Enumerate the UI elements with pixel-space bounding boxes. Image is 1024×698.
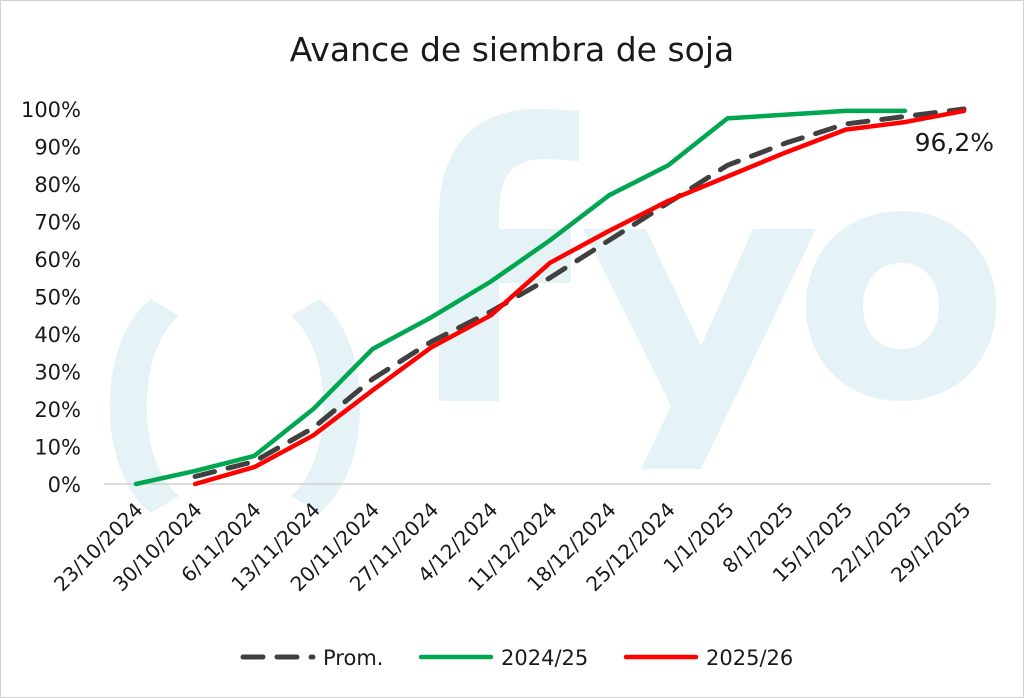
x-axis-tick-labels: 23/10/202430/10/20246/11/202413/11/20242… <box>49 498 975 596</box>
y-tick-label: 0% <box>48 473 81 497</box>
series-line-prom- <box>192 106 967 479</box>
y-tick-label: 10% <box>34 436 81 460</box>
last-value-annotation: 96,2% <box>915 128 994 157</box>
legend-label: 2024/25 <box>501 646 588 670</box>
y-tick-label: 50% <box>34 286 81 310</box>
y-tick-label: 100% <box>21 98 81 122</box>
y-tick-label: 70% <box>34 211 81 235</box>
fyo-watermark-logo <box>109 108 996 513</box>
legend-label: 2025/26 <box>706 646 793 670</box>
y-tick-label: 60% <box>34 248 81 272</box>
y-tick-label: 20% <box>34 398 81 422</box>
y-tick-label: 30% <box>34 361 81 385</box>
series-line-2024-25 <box>133 108 908 487</box>
y-tick-label: 90% <box>34 136 81 160</box>
series-line-2025-26 <box>192 108 967 487</box>
y-tick-label: 80% <box>34 173 81 197</box>
y-axis-tick-labels: 0% 10% 20% 30% 40% 50% 60% 70% 80% 90% 100% <box>21 98 81 497</box>
chart-title: Avance de siembra de soja <box>290 30 735 69</box>
legend-label: Prom. <box>323 646 383 670</box>
y-tick-label: 40% <box>34 323 81 347</box>
series-lines <box>133 106 967 487</box>
legend: Prom. 2024/25 2025/26 <box>240 646 793 670</box>
